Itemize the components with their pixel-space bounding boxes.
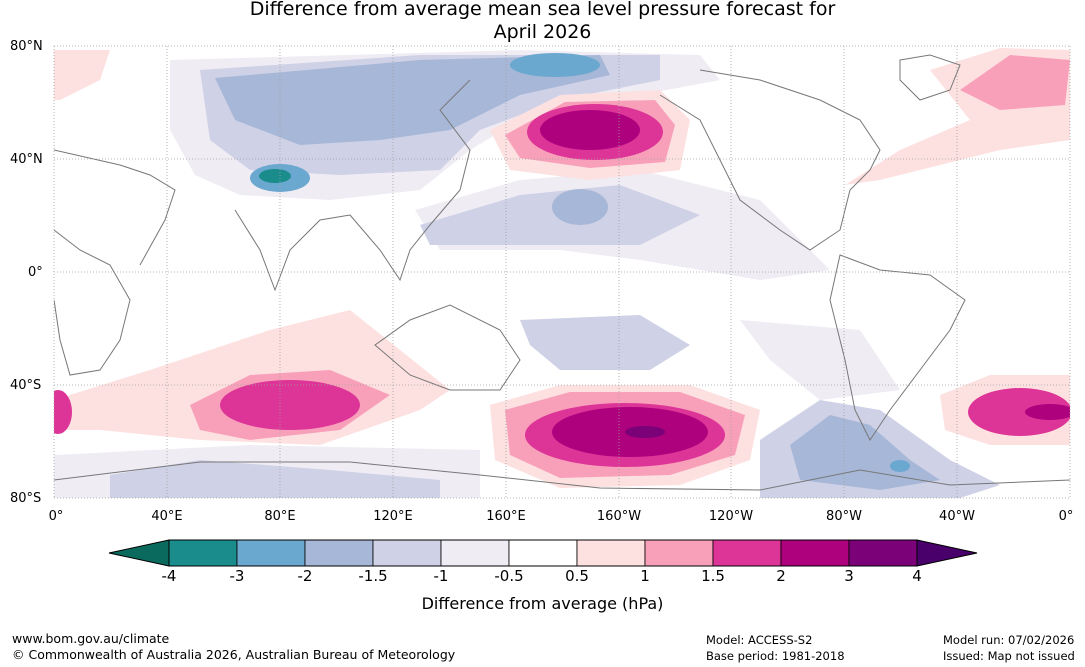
colorbar-cell <box>440 539 510 567</box>
lon-label-80e: 80°E <box>264 509 296 524</box>
anomaly-region-himalaya-low-core <box>259 169 291 183</box>
graticule <box>53 45 1071 499</box>
anomaly-region-antarctic-low-2 <box>110 460 440 498</box>
colorbar-tick-label: -0.5 <box>494 567 524 585</box>
colorbar-cell <box>780 539 850 567</box>
footer-model: Model: ACCESS-S2 <box>706 633 813 647</box>
coastlines <box>54 54 1070 491</box>
lon-label-80w: 80°W <box>826 509 862 524</box>
lon-label-40w: 40°W <box>939 509 975 524</box>
anomaly-region-siberia-low <box>510 53 600 77</box>
colorbar-cell <box>236 539 306 567</box>
lon-label-40e: 40°E <box>151 509 183 524</box>
lon-label-120w: 120°W <box>708 509 754 524</box>
colorbar-tick-label: -1 <box>433 567 449 585</box>
colorbar-tick-label: 1 <box>640 567 650 585</box>
colorbar-tick-label: -2 <box>297 567 313 585</box>
anomaly-region-south-pacific-high-5 <box>625 426 665 438</box>
colorbar-tick-label: 2 <box>776 567 786 585</box>
coastline-antarctica <box>54 461 1070 491</box>
anomaly-region-south-atlantic-high-3 <box>1025 404 1070 420</box>
colorbar-tick-label: 3 <box>844 567 854 585</box>
anomaly-region-south-pacific-low <box>520 315 690 370</box>
lon-label-160w: 160°W <box>596 509 642 524</box>
footer-issued: Issued: Map not issued <box>943 649 1075 663</box>
colorbar-frame <box>168 539 918 567</box>
anomaly-region-south-indian-high-3 <box>220 380 360 430</box>
lat-label-40n: 40°N <box>10 152 43 167</box>
colorbar-cell <box>576 539 646 567</box>
colorbar-cell <box>712 539 782 567</box>
anomaly-region-north-pacific-high-4 <box>540 110 640 150</box>
map-title: Difference from average mean sea level p… <box>0 0 1085 44</box>
anomaly-region-pacific-low-3 <box>552 189 608 225</box>
colorbar-cell <box>644 539 714 567</box>
coastline-greenland <box>899 54 961 101</box>
title-line-1: Difference from average mean sea level p… <box>249 0 836 20</box>
colorbar-cell <box>848 539 918 567</box>
colorbar-cell <box>508 539 578 567</box>
coastline-india <box>234 209 351 292</box>
colorbar-cell <box>168 539 238 567</box>
colorbar-tick-label: 4 <box>912 567 922 585</box>
lat-label-equator: 0° <box>28 265 43 280</box>
colorbar-over-triangle <box>916 539 978 567</box>
anomaly-region-north-atlantic-high-2 <box>960 55 1070 110</box>
coastline-south-america <box>829 254 966 441</box>
coastline-north-america <box>659 69 881 251</box>
anomaly-region-eurasia-low-3 <box>215 55 610 145</box>
coastline-australia <box>374 304 521 391</box>
lat-label-80s: 80°S <box>10 491 42 506</box>
anomaly-region-drake-low-3 <box>890 460 910 472</box>
colorbar-tick-label: 1.5 <box>701 567 725 585</box>
lon-label-0-west: 0° <box>48 509 64 524</box>
colorbar <box>108 539 978 567</box>
coastline-africa-north <box>54 149 176 266</box>
anomaly-region-south-pacific-tail <box>740 320 900 400</box>
anomaly-fields <box>54 48 1070 498</box>
lon-label-120e: 120°E <box>373 509 413 524</box>
footer-copyright: © Commonwealth of Australia 2026, Austra… <box>12 647 456 662</box>
lat-label-80n: 80°N <box>10 39 43 54</box>
colorbar-tick-label: -4 <box>161 567 177 585</box>
anomaly-region-south-atlantic-high-2 <box>968 388 1070 436</box>
lat-label-40s: 40°S <box>10 378 42 393</box>
lon-label-160e: 160°E <box>486 509 526 524</box>
colorbar-tick-label: -3 <box>229 567 245 585</box>
footer-model-run: Model run: 07/02/2026 <box>943 633 1075 647</box>
lon-label-0-east: 0° <box>1058 509 1074 524</box>
colorbar-title: Difference from average (hPa) <box>421 594 664 613</box>
coastline-se-asia <box>349 79 471 282</box>
colorbar-tick-label: 0.5 <box>565 567 589 585</box>
anomaly-region-arctic-high <box>54 50 110 100</box>
title-line-2: April 2026 <box>493 21 592 43</box>
coastline-africa <box>54 229 131 376</box>
colorbar-cell <box>372 539 442 567</box>
footer-website: www.bom.gov.au/climate <box>12 631 170 646</box>
colorbar-cell <box>304 539 374 567</box>
footer-base-period: Base period: 1981-2018 <box>706 649 845 663</box>
colorbar-under-triangle <box>108 539 170 567</box>
colorbar-tick-label: -1.5 <box>358 567 388 585</box>
anomaly-region-west-high <box>54 390 72 434</box>
